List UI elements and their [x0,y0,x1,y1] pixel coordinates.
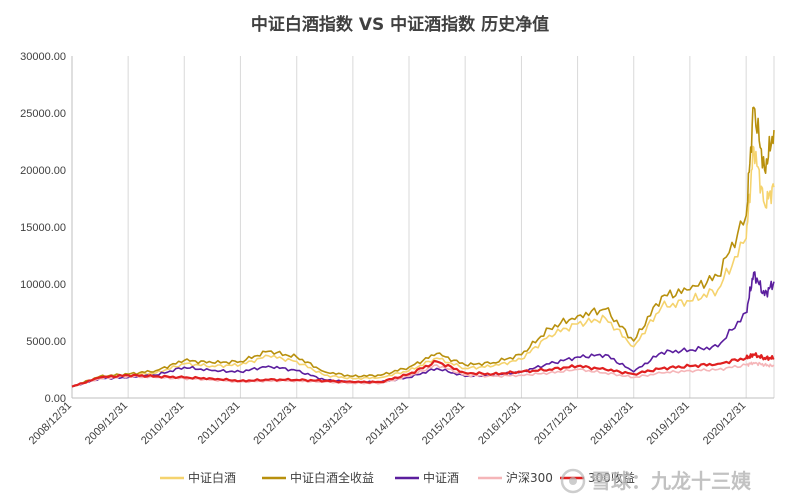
x-tick-label: 2008/12/31 [27,400,74,447]
chart-title: 中证白酒指数 VS 中证酒指数 历史净值 [251,14,549,35]
y-tick-label: 30000.00 [20,51,66,63]
legend-label: 中证酒 [423,470,459,485]
y-tick-label: 25000.00 [20,108,66,120]
watermark: 雪球：九龙十三姨 [560,468,752,494]
legend: 中证白酒 中证白酒全收益 中证酒 沪深300 300收益 [160,470,635,485]
x-tick-label: 2015/12/31 [420,400,467,447]
y-tick-label: 5000.00 [26,336,66,348]
series-line-0 [71,145,775,388]
axes: 0.00 5000.00 10000.00 15000.00 20000.00 25000… [20,51,774,447]
x-tick-label: 2014/12/31 [364,400,411,447]
x-tick-label: 2020/12/31 [701,400,748,447]
legend-label: 300收益 [588,471,635,485]
grid [71,56,775,398]
y-tick-label: 15000.00 [20,222,66,234]
watermark-text: 雪球：九龙十三姨 [591,469,752,493]
x-tick-label: 2017/12/31 [532,400,579,447]
snowball-logo-icon [560,468,586,494]
legend-label: 沪深300 [506,471,553,485]
legend-label: 中证白酒全收益 [290,470,374,485]
y-tick-label: 20000.00 [20,165,66,177]
y-tick-label: 10000.00 [20,279,66,291]
series-lines [71,106,775,388]
x-tick-label: 2011/12/31 [196,400,243,447]
x-tick-label: 2012/12/31 [251,400,298,447]
x-tick-label: 2019/12/31 [645,400,692,447]
x-tick-label: 2018/12/31 [588,400,635,447]
legend-label: 中证白酒 [188,470,236,485]
y-tick-label: 0.00 [45,393,66,405]
series-line-4 [71,352,775,388]
x-tick-label: 2013/12/31 [308,400,355,447]
x-tick-label: 2010/12/31 [139,400,186,447]
x-tick-label: 2016/12/31 [476,400,523,447]
series-line-1 [71,106,775,388]
x-tick-label: 2009/12/31 [83,400,130,447]
series-line-2 [71,271,775,388]
